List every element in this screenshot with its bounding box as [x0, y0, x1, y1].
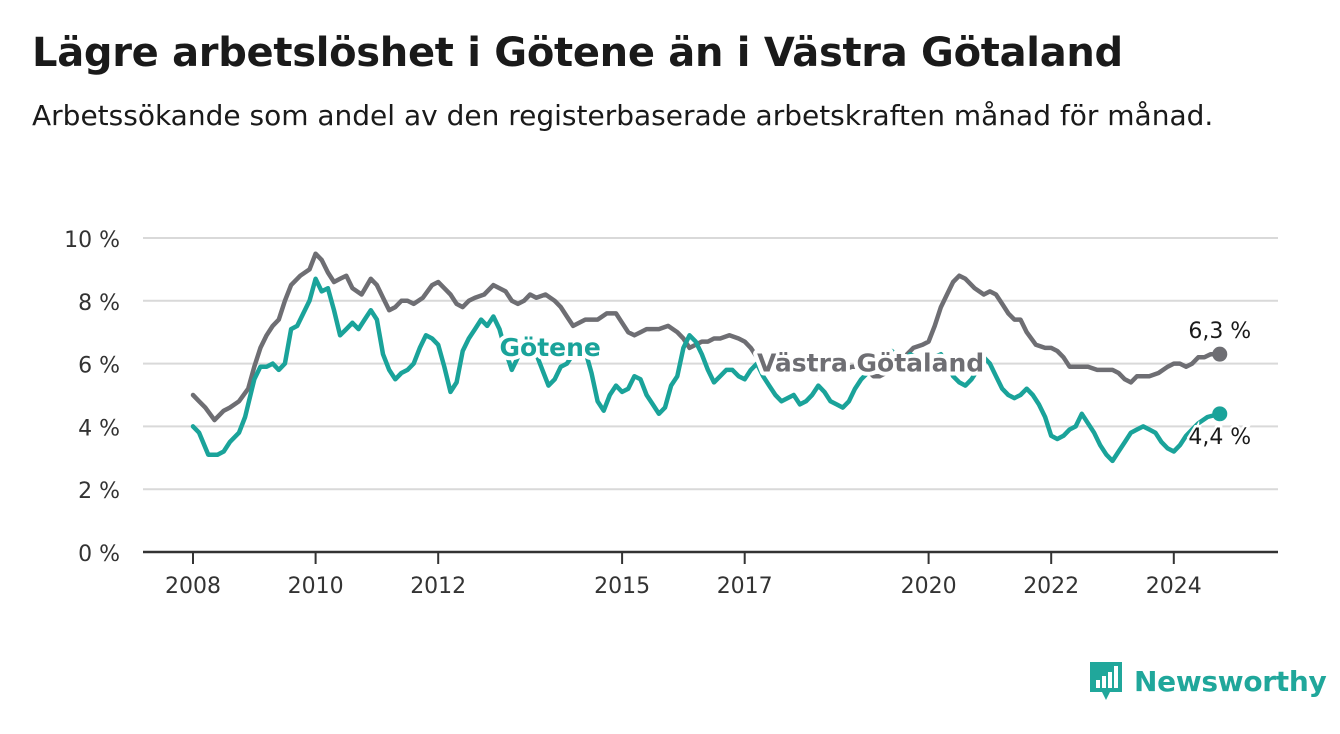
x-tick-label: 2010	[288, 574, 344, 599]
y-tick-label: 4 %	[78, 416, 120, 441]
x-axis-ticks: 2008 2010 2012 2015 2017 2020 2022 2024	[165, 552, 1202, 599]
chart-title: Lägre arbetslöshet i Götene än i Västra …	[32, 30, 1123, 76]
series-line	[190, 276, 1223, 464]
x-tick-label: 2024	[1146, 574, 1202, 599]
y-axis-ticks: 0 % 2 % 4 % 6 % 8 % 10 %	[64, 228, 120, 567]
y-tick-label: 8 %	[78, 291, 120, 316]
x-tick-label: 2008	[165, 574, 221, 599]
series-inline-label: Västra Götaland	[757, 349, 984, 378]
end-value-label: 4,4 %	[1188, 425, 1251, 450]
y-tick-label: 10 %	[64, 228, 120, 253]
x-tick-label: 2012	[410, 574, 466, 599]
gridlines	[143, 237, 1278, 554]
x-tick-label: 2022	[1023, 574, 1079, 599]
series-end-point	[1212, 406, 1228, 422]
series-line	[190, 251, 1223, 423]
chart-subtitle: Arbetssökande som andel av den registerb…	[32, 99, 1214, 132]
newsworthy-logo-icon	[1090, 662, 1122, 700]
y-tick-label: 0 %	[78, 542, 120, 567]
x-tick-label: 2020	[901, 574, 957, 599]
series-end-point	[1212, 346, 1228, 362]
end-value-label: 6,3 %	[1188, 319, 1251, 344]
y-tick-label: 6 %	[78, 354, 120, 379]
newsworthy-brand: Newsworthy	[1088, 660, 1327, 702]
y-tick-label: 2 %	[78, 479, 120, 504]
brand-name: Newsworthy	[1134, 664, 1327, 698]
x-tick-label: 2017	[717, 574, 773, 599]
series-inline-label: Götene	[500, 333, 601, 362]
series-labels: 6,3 % 4,4 % Götene Västra Götaland	[496, 317, 1254, 453]
series-lines	[190, 251, 1228, 464]
x-tick-label: 2015	[594, 574, 650, 599]
